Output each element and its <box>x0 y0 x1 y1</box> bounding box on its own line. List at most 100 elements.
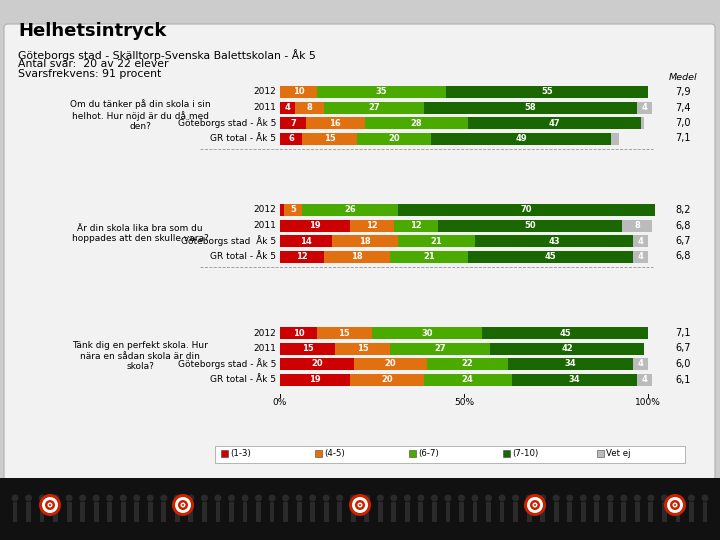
Bar <box>161 502 166 522</box>
Bar <box>337 502 342 522</box>
Text: 20: 20 <box>381 375 392 384</box>
Circle shape <box>172 494 194 516</box>
FancyBboxPatch shape <box>4 24 715 482</box>
Text: 19: 19 <box>309 375 321 384</box>
Bar <box>336 342 390 354</box>
Circle shape <box>688 495 695 502</box>
Bar <box>284 204 302 216</box>
Circle shape <box>359 504 361 506</box>
Text: 27: 27 <box>368 103 379 112</box>
Bar <box>554 502 559 522</box>
Text: 45: 45 <box>559 328 571 338</box>
Bar <box>637 374 652 386</box>
Text: 14: 14 <box>300 237 312 246</box>
Text: 24: 24 <box>462 375 474 384</box>
Circle shape <box>309 495 316 502</box>
Text: 50: 50 <box>524 221 536 230</box>
Text: 70: 70 <box>521 206 532 214</box>
Bar <box>357 132 431 145</box>
Text: 6,7: 6,7 <box>675 343 690 354</box>
Bar <box>468 117 641 129</box>
Bar <box>446 502 450 522</box>
Bar <box>472 502 477 522</box>
Text: 49: 49 <box>516 134 527 143</box>
Circle shape <box>634 495 641 502</box>
Text: 6,7: 6,7 <box>675 236 690 246</box>
Circle shape <box>621 495 627 502</box>
Text: Helhetsintryck: Helhetsintryck <box>18 22 166 40</box>
Circle shape <box>215 495 222 502</box>
Bar <box>503 450 510 457</box>
Bar <box>280 102 294 113</box>
Text: 15: 15 <box>338 328 350 338</box>
Text: 20: 20 <box>311 360 323 368</box>
Circle shape <box>350 495 356 502</box>
Bar <box>423 374 512 386</box>
Circle shape <box>161 495 167 502</box>
Bar <box>641 117 644 129</box>
Circle shape <box>530 500 540 510</box>
Circle shape <box>444 495 451 502</box>
Circle shape <box>147 495 154 502</box>
Bar <box>280 251 324 262</box>
Circle shape <box>25 495 32 502</box>
Text: 12: 12 <box>410 221 422 230</box>
Text: 4: 4 <box>284 103 290 112</box>
Bar <box>306 117 364 129</box>
Bar <box>527 502 531 522</box>
Bar <box>423 102 637 113</box>
Circle shape <box>42 497 58 513</box>
Circle shape <box>174 495 181 502</box>
Circle shape <box>181 503 186 508</box>
Text: 15: 15 <box>302 344 313 353</box>
Text: 2011: 2011 <box>253 103 276 112</box>
Bar <box>221 450 228 457</box>
Bar <box>703 502 707 522</box>
Text: 2012: 2012 <box>253 328 276 338</box>
Bar <box>567 502 572 522</box>
Text: 6,8: 6,8 <box>675 252 690 261</box>
Circle shape <box>79 495 86 502</box>
Text: 6: 6 <box>288 134 294 143</box>
Text: (4-5): (4-5) <box>324 449 345 458</box>
Circle shape <box>539 495 546 502</box>
Bar <box>280 132 302 145</box>
Text: GR total - Åk 5: GR total - Åk 5 <box>210 252 276 261</box>
Text: 10: 10 <box>292 87 305 97</box>
Bar <box>215 502 220 522</box>
Text: 26: 26 <box>344 206 356 214</box>
Text: Svarsfrekvens: 91 procent: Svarsfrekvens: 91 procent <box>18 69 161 79</box>
Bar <box>662 502 667 522</box>
Text: 4: 4 <box>642 375 647 384</box>
Bar <box>372 327 482 339</box>
Circle shape <box>607 495 613 502</box>
Circle shape <box>120 495 127 502</box>
Circle shape <box>182 504 184 506</box>
Circle shape <box>282 495 289 502</box>
Text: Om du tänker på din skola i sin
helhot. Hur nöjd är du då med
den?: Om du tänker på din skola i sin helhot. … <box>70 99 210 131</box>
Bar <box>634 235 648 247</box>
Bar <box>302 132 357 145</box>
Bar <box>280 117 306 129</box>
Bar <box>107 502 112 522</box>
Text: 27: 27 <box>434 344 446 353</box>
Text: 12: 12 <box>366 221 378 230</box>
Bar <box>354 358 427 370</box>
Circle shape <box>241 495 248 502</box>
Circle shape <box>355 500 365 510</box>
Text: 15: 15 <box>324 134 336 143</box>
Bar <box>432 502 437 522</box>
Bar <box>189 502 193 522</box>
Bar <box>67 502 71 522</box>
Text: Vet ej: Vet ej <box>606 449 631 458</box>
Bar <box>508 358 634 370</box>
Circle shape <box>527 497 543 513</box>
Text: 22: 22 <box>462 360 474 368</box>
Circle shape <box>175 497 191 513</box>
Bar <box>53 502 58 522</box>
Text: 2011: 2011 <box>253 221 276 230</box>
Text: 100%: 100% <box>635 399 661 408</box>
Bar <box>280 358 354 370</box>
Circle shape <box>48 503 53 508</box>
Circle shape <box>485 495 492 502</box>
